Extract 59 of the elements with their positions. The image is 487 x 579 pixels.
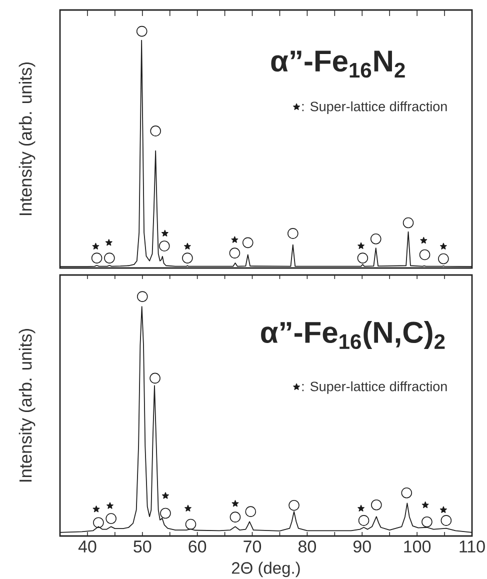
x-tick-label: 60 [188,540,206,553]
point [150,126,161,136]
point [161,230,168,236]
point [184,504,192,512]
point [231,236,238,243]
point [232,500,239,507]
point [136,26,148,37]
point [419,249,430,260]
x-tick-label: 70 [244,540,262,553]
point [92,506,100,512]
x-tick-label: 40 [78,540,96,553]
point [440,506,447,513]
point [438,253,449,264]
point [104,252,115,264]
point [105,239,112,246]
point [245,506,256,517]
point [358,242,364,249]
point [420,236,428,244]
x-tick-label: 110 [460,540,485,553]
point [160,508,171,519]
y-axis-title: Intensity (arb. units) [18,328,36,482]
point [358,504,364,512]
x-axis-title: 2Θ (deg.) [232,562,300,578]
point [358,515,370,526]
point [91,252,102,264]
point [230,512,241,522]
point [422,502,429,508]
point [440,515,452,526]
x-tick-label: 80 [298,540,316,553]
point [229,248,240,258]
legend-label: : Super-lattice diffraction [302,101,447,114]
point [402,217,414,228]
point [242,237,254,248]
point [182,252,193,264]
point [106,502,114,509]
x-tick-label: 90 [353,540,371,553]
point [158,240,170,252]
point [106,513,116,524]
point [357,252,368,264]
point [184,242,191,250]
legend-label: : Super-lattice diffraction [302,381,447,394]
point [288,228,298,239]
point [92,242,100,250]
point [137,291,148,302]
point [288,500,300,511]
text: α”-Fe$_{16}$(N,C)$_{2}$ [261,320,445,350]
point [370,233,382,244]
point [440,242,447,250]
x-tick-label: 50 [134,540,152,553]
point [162,492,169,499]
point [422,516,432,528]
point [150,372,160,384]
point [401,488,412,498]
point [93,517,104,528]
y-axis-title: Intensity (arb. units) [18,62,36,216]
x-tick-label: 100 [404,540,431,553]
point [185,518,196,530]
text: α”-Fe$_{16}$N$_{2}$ [271,50,405,78]
point [371,499,382,510]
